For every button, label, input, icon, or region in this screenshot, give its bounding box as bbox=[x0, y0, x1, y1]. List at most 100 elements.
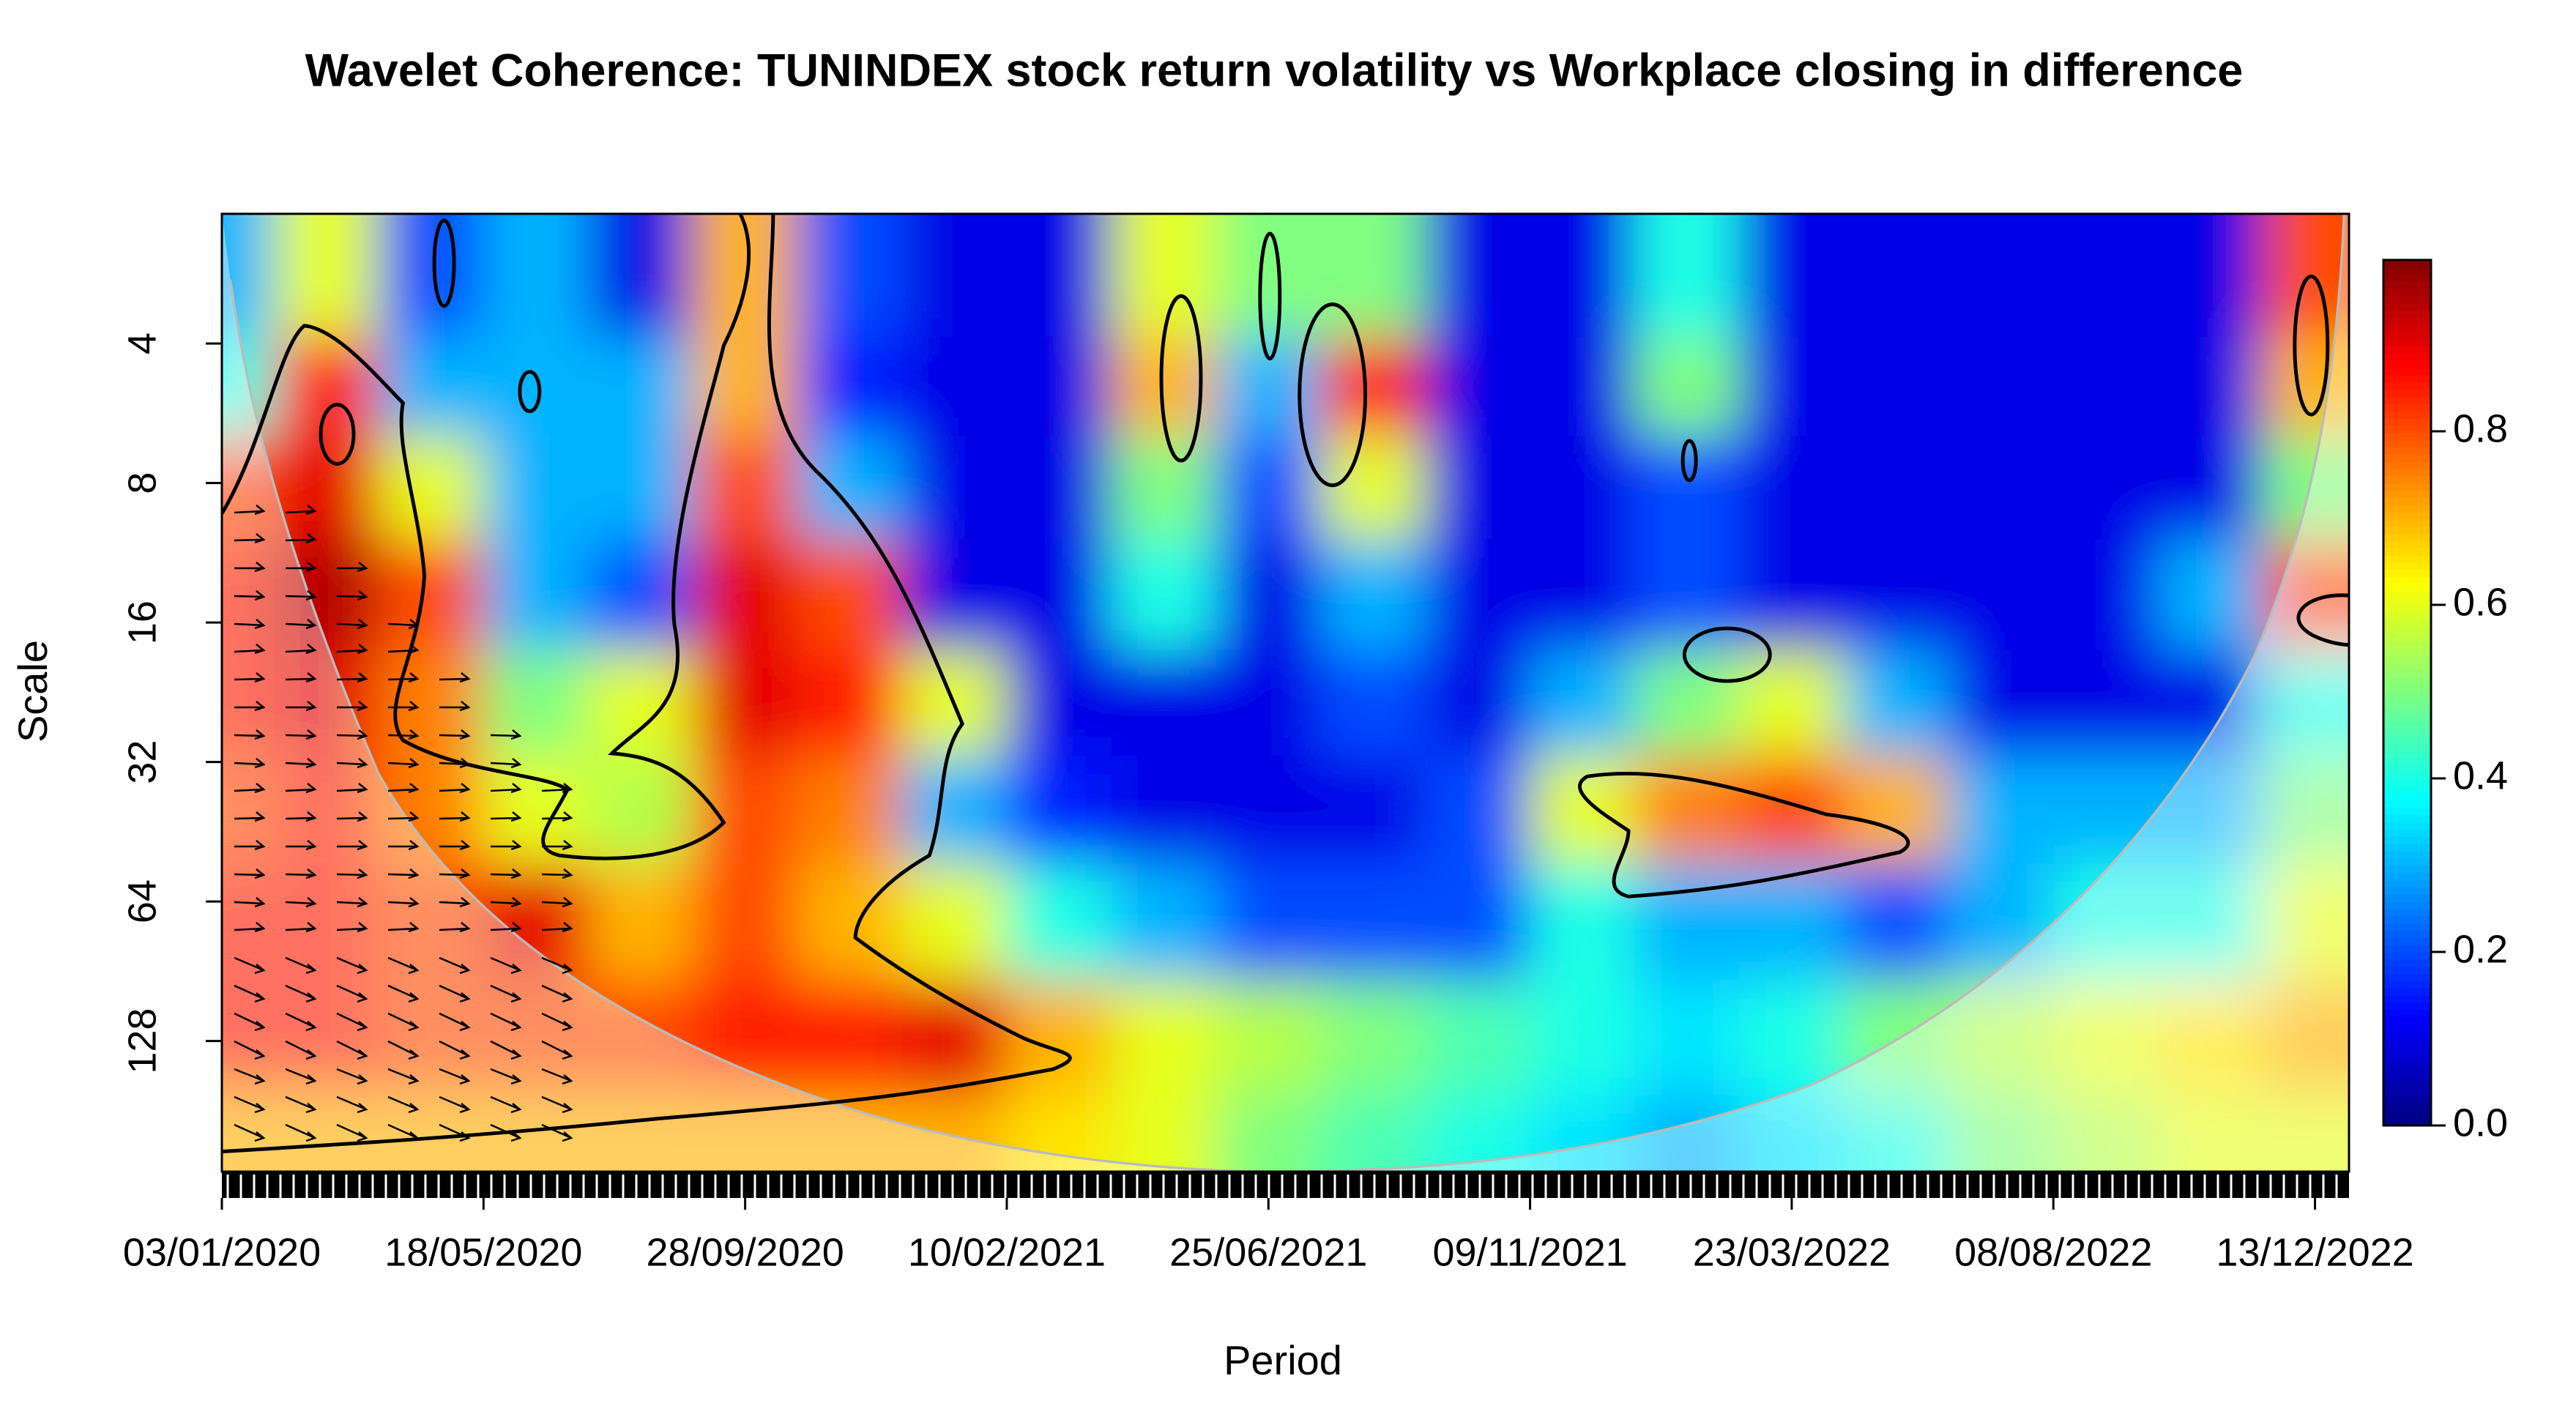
phase-arrow bbox=[285, 922, 317, 933]
coherence-cell bbox=[1948, 337, 2055, 436]
x-tick-label: 13/12/2022 bbox=[2216, 1230, 2413, 1274]
cone-shade bbox=[222, 214, 1267, 1172]
coherence-cell bbox=[1634, 755, 1741, 864]
phase-arrow bbox=[490, 1012, 522, 1032]
coherence-cell bbox=[1216, 337, 1322, 436]
phase-arrow bbox=[285, 897, 317, 908]
coherence-cell bbox=[2263, 863, 2349, 981]
phase-arrow bbox=[336, 868, 368, 879]
y-tick-label: 8 bbox=[120, 472, 164, 494]
colorbar-swatch bbox=[2383, 693, 2431, 701]
coherence-cell bbox=[1530, 650, 1636, 756]
phase-arrow bbox=[387, 1012, 420, 1032]
coherence-cell bbox=[1634, 337, 1741, 436]
coherence-cell bbox=[2263, 650, 2349, 756]
coherence-cell bbox=[1739, 214, 1845, 338]
phase-arrow bbox=[234, 672, 266, 683]
phase-arrow bbox=[387, 984, 420, 1003]
colorbar-swatch bbox=[2383, 830, 2431, 838]
colorbar-swatch bbox=[2383, 584, 2431, 593]
coherence-cell bbox=[1006, 650, 1112, 756]
coherence-cell bbox=[797, 980, 904, 1096]
coherence-cell bbox=[274, 539, 380, 651]
coherence-cell bbox=[379, 337, 485, 436]
coherence-cell bbox=[222, 1095, 275, 1172]
coherence-cell bbox=[2263, 214, 2349, 338]
coherence-cell bbox=[2158, 435, 2264, 540]
colorbar-swatch bbox=[2383, 764, 2431, 773]
phase-arrow bbox=[285, 758, 317, 769]
colorbar-swatch bbox=[2383, 433, 2431, 442]
colorbar-swatch bbox=[2383, 469, 2431, 477]
phase-arrow bbox=[541, 1012, 573, 1032]
phase-arrow bbox=[490, 729, 522, 740]
phase-arrow bbox=[387, 783, 420, 794]
phase-arrow bbox=[285, 783, 317, 794]
coherence-cell bbox=[1320, 755, 1426, 864]
phase-arrow bbox=[541, 1040, 573, 1060]
phase-arrow bbox=[285, 590, 317, 601]
coherence-cell bbox=[2263, 755, 2349, 864]
colorbar-swatch bbox=[2383, 1096, 2431, 1105]
phase-arrow bbox=[285, 644, 317, 655]
phase-arrow bbox=[387, 1040, 420, 1060]
colorbar-swatch bbox=[2383, 750, 2431, 759]
phase-arrow bbox=[336, 619, 368, 630]
phase-arrow bbox=[490, 897, 522, 908]
coherence-cell bbox=[588, 435, 694, 540]
coherence-cell bbox=[2053, 1095, 2159, 1172]
coherence-cell bbox=[1530, 755, 1636, 864]
coherence-cell bbox=[1634, 863, 1741, 981]
coherence-cell bbox=[1216, 214, 1322, 338]
coherence-cell bbox=[2053, 863, 2159, 981]
phase-arrow bbox=[490, 783, 522, 794]
colorbar-swatch bbox=[2383, 663, 2431, 672]
coherence-cell bbox=[1006, 539, 1112, 651]
phase-arrow bbox=[234, 897, 266, 908]
coherence-cell bbox=[1006, 1095, 1112, 1172]
phase-arrow bbox=[234, 701, 266, 712]
phase-arrow bbox=[234, 811, 266, 822]
y-tick-label: 16 bbox=[120, 600, 164, 644]
phase-arrow bbox=[541, 1068, 573, 1085]
phase-arrow bbox=[336, 590, 368, 601]
coherence-cell bbox=[1948, 755, 2055, 864]
colorbar-swatch bbox=[2383, 1002, 2431, 1011]
coherence-field bbox=[222, 214, 2349, 1172]
y-tick-label: 32 bbox=[120, 740, 164, 784]
coherence-cell bbox=[1320, 980, 1426, 1096]
coherence-cell bbox=[222, 214, 275, 338]
coherence-cell bbox=[1425, 435, 1531, 540]
coherence-cell bbox=[2053, 337, 2159, 436]
colorbar-swatch bbox=[2383, 425, 2431, 434]
phase-arrow bbox=[490, 1040, 522, 1060]
phase-arrow bbox=[490, 922, 522, 933]
coherence-cell bbox=[797, 650, 904, 756]
coherence-cell bbox=[1425, 650, 1531, 756]
coherence-cell bbox=[1216, 755, 1322, 864]
colorbar-swatch bbox=[2383, 800, 2431, 809]
coherence-cell bbox=[1530, 1095, 1636, 1172]
colorbar-swatch bbox=[2383, 454, 2431, 463]
coherence-cell bbox=[1844, 980, 1950, 1096]
phase-arrow bbox=[439, 1012, 471, 1032]
phase-arrow bbox=[285, 1068, 317, 1085]
coherence-cell bbox=[379, 214, 485, 338]
colorbar-swatch bbox=[2383, 635, 2431, 644]
coherence-cell bbox=[1216, 539, 1322, 651]
phase-arrows bbox=[234, 505, 573, 1142]
colorbar-swatch bbox=[2383, 274, 2431, 283]
phase-arrow bbox=[234, 956, 266, 975]
colorbar-swatch bbox=[2383, 844, 2431, 852]
coherence-cell bbox=[1111, 650, 1217, 756]
colorbar-swatch bbox=[2383, 620, 2431, 629]
colorbar-swatch bbox=[2383, 476, 2431, 485]
phase-arrow bbox=[336, 1123, 368, 1142]
phase-arrow bbox=[439, 984, 471, 1003]
coherence-cell bbox=[1844, 1095, 1950, 1172]
colorbar-swatch bbox=[2383, 851, 2431, 860]
colorbar-swatch bbox=[2383, 360, 2431, 369]
colorbar-swatch bbox=[2383, 505, 2431, 513]
coherence-cell bbox=[483, 435, 589, 540]
colorbar-swatch bbox=[2383, 743, 2431, 751]
